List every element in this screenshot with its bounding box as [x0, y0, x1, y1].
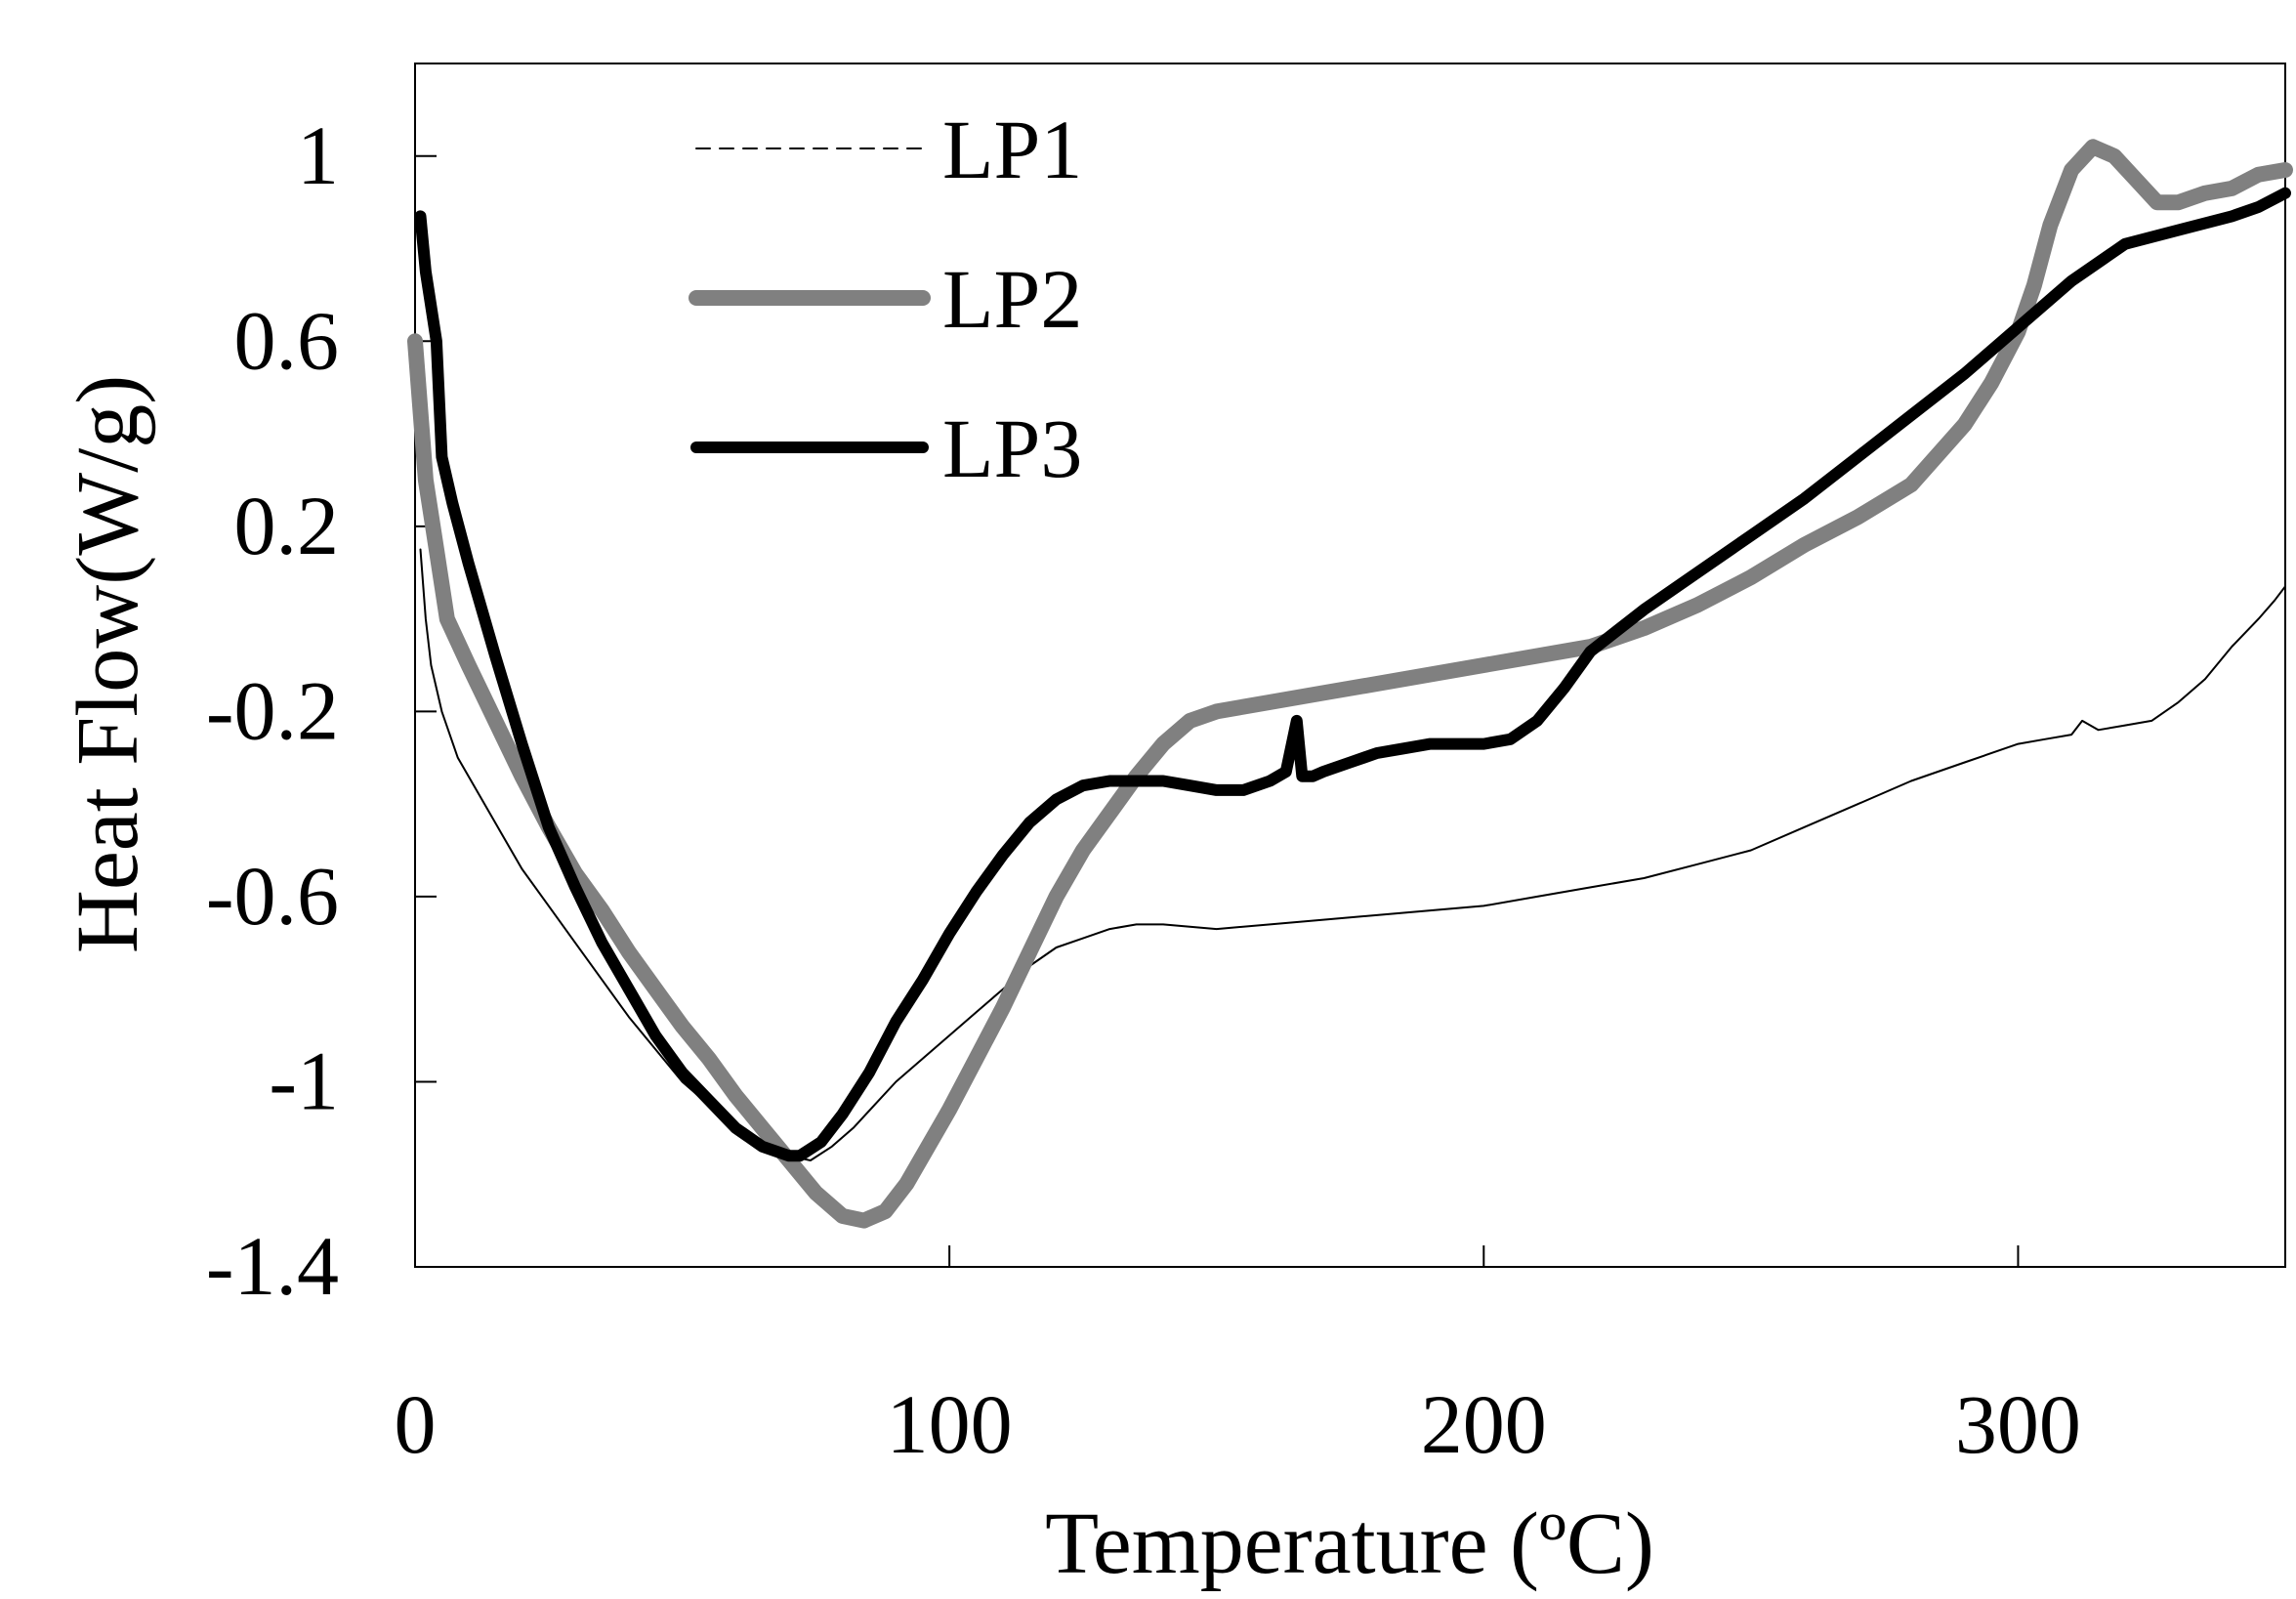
- y-tick-label: 0.6: [234, 293, 340, 387]
- y-tick-label: -1.4: [206, 1219, 339, 1313]
- x-tick-label: 300: [1955, 1377, 2081, 1471]
- y-axis-title: Heat Flow(W/g): [60, 375, 156, 953]
- y-tick-label: 1: [297, 108, 339, 202]
- x-tick-label: 200: [1421, 1377, 1547, 1471]
- series-layer: [407, 139, 2293, 1229]
- x-tick-label: 0: [395, 1377, 437, 1471]
- legend-label-lp2: LP2: [942, 252, 1082, 346]
- y-tick-label: 0.2: [234, 479, 340, 572]
- x-axis-ticks: 0 100 200 300: [395, 1245, 2081, 1471]
- x-axis-title: Temperature (ºC): [1045, 1495, 1654, 1592]
- series-line-lp1: [419, 548, 2286, 1161]
- y-tick-label: -1: [269, 1033, 339, 1127]
- y-axis-ticks: 1 0.6 0.2 -0.2 -0.6 -1 -1.4: [206, 108, 437, 1313]
- legend-label-lp3: LP3: [942, 401, 1082, 495]
- x-tick-label: 100: [887, 1377, 1013, 1471]
- series-line-lp3: [414, 187, 2291, 1162]
- series-line-lp2: [407, 139, 2293, 1229]
- legend: LP1 LP2 LP3: [689, 103, 1082, 495]
- y-tick-label: -0.6: [206, 849, 339, 943]
- plot-area-frame: [414, 63, 2286, 1268]
- legend-label-lp1: LP1: [942, 103, 1082, 196]
- y-tick-label: -0.2: [206, 663, 339, 757]
